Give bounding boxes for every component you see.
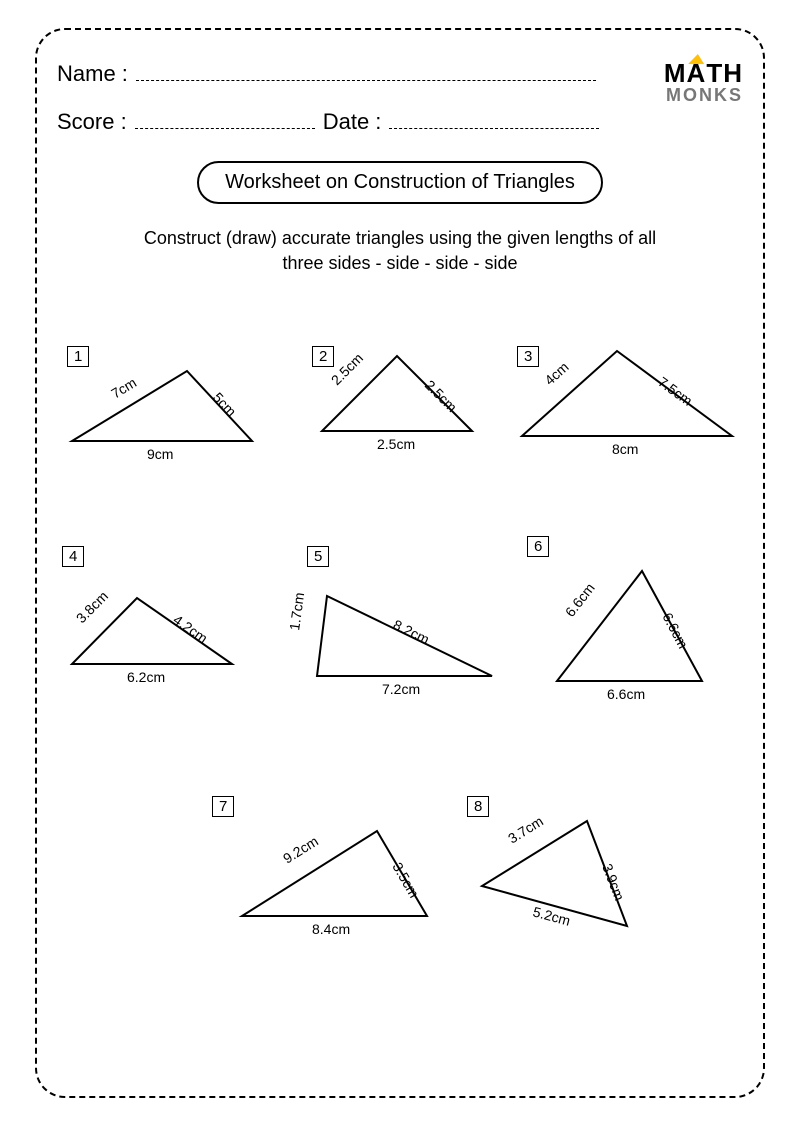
side-label: 2.5cm bbox=[377, 436, 415, 452]
triangle-cell-3: 34cm 7.5cm 8cm bbox=[517, 346, 747, 491]
triangle-cell-2: 22.5cm2.5cm2.5cm bbox=[312, 346, 542, 491]
side-label: 8.2cm bbox=[391, 616, 432, 647]
triangle-cell-7: 79.2cm3.5cm8.4cm bbox=[232, 816, 462, 961]
side-label: 3.7cm bbox=[505, 813, 546, 847]
triangle-cell-1: 1 7cm 5cm 9cm bbox=[67, 346, 297, 491]
triangle-figure: 6.6cm 6.6cm 6.6cm bbox=[547, 576, 777, 716]
triangle-figure: 9.2cm 3.5cm 8.4cm bbox=[232, 816, 462, 956]
side-label: 6.6cm bbox=[607, 686, 645, 702]
triangle-figure: 3.8cm 4.2cm 6.2cm bbox=[67, 586, 297, 726]
triangle-cell-4: 43.8cm4.2cm6.2cm bbox=[67, 586, 297, 731]
side-label: 9.2cm bbox=[280, 833, 321, 867]
score-blank[interactable] bbox=[135, 109, 315, 130]
triangle-cell-6: 66.6cm6.6cm6.6cm bbox=[547, 576, 777, 721]
triangle-grid: 17cm5cm9cm22.5cm2.5cm2.5cm34cm7.5cm8cm43… bbox=[57, 286, 743, 1036]
side-label: 4.2cm bbox=[170, 612, 210, 647]
header-fields: Name : Score : Date : bbox=[57, 50, 654, 147]
side-label: 9cm bbox=[147, 446, 173, 462]
side-label: 7.5cm bbox=[655, 374, 695, 409]
triangle-figure: 4cm 7.5cm 8cm bbox=[517, 346, 747, 486]
side-label: 3.9cm bbox=[599, 861, 628, 902]
side-label: 5.2cm bbox=[531, 904, 572, 929]
question-number: 8 bbox=[467, 796, 489, 817]
question-number: 6 bbox=[527, 536, 549, 557]
question-number: 3 bbox=[517, 346, 539, 367]
date-label: Date : bbox=[323, 98, 382, 146]
header-row: Name : Score : Date : MATH MONKS bbox=[57, 50, 743, 147]
triangle-figure: 1.7cm8.2cm7.2cm bbox=[307, 586, 537, 726]
question-number: 4 bbox=[62, 546, 84, 567]
triangle-cell-5: 51.7cm8.2cm7.2cm bbox=[307, 586, 537, 731]
side-label: 2.5cm bbox=[422, 377, 460, 415]
question-number: 1 bbox=[67, 346, 89, 367]
triangle-figure: 7cm 5cm 9cm bbox=[67, 346, 297, 486]
triangle-cell-8: 83.7cm3.9cm5.2cm bbox=[477, 816, 707, 961]
name-blank[interactable] bbox=[136, 60, 596, 81]
side-label: 8.4cm bbox=[312, 921, 350, 937]
worksheet-frame: Name : Score : Date : MATH MONKS Workshe… bbox=[35, 28, 765, 1098]
side-label: 3.8cm bbox=[73, 588, 111, 626]
side-label: 6.6cm bbox=[659, 610, 691, 651]
side-label: 3.5cm bbox=[389, 860, 422, 901]
side-label: 8cm bbox=[612, 441, 638, 457]
worksheet-subtitle: Construct (draw) accurate triangles usin… bbox=[130, 226, 670, 276]
side-label: 6.6cm bbox=[562, 580, 598, 620]
question-number: 2 bbox=[312, 346, 334, 367]
side-label: 7cm bbox=[108, 374, 139, 401]
date-blank[interactable] bbox=[389, 109, 599, 130]
side-label: 5cm bbox=[210, 389, 240, 419]
logo-line2: MONKS bbox=[664, 86, 743, 104]
side-label: 4cm bbox=[541, 359, 571, 389]
score-date-line: Score : Date : bbox=[57, 98, 654, 146]
name-label: Name : bbox=[57, 50, 128, 98]
triangle-figure: 3.7cm 3.9cm 5.2cm bbox=[477, 816, 707, 956]
worksheet-title: Worksheet on Construction of Triangles bbox=[197, 161, 603, 204]
title-wrap: Worksheet on Construction of Triangles bbox=[57, 161, 743, 204]
side-label: 7.2cm bbox=[382, 681, 420, 697]
question-number: 5 bbox=[307, 546, 329, 567]
triangle-figure: 2.5cm2.5cm2.5cm bbox=[312, 346, 542, 486]
side-label: 6.2cm bbox=[127, 669, 165, 685]
logo: MATH MONKS bbox=[664, 50, 743, 104]
logo-line1: MATH bbox=[664, 60, 743, 86]
triangle-shape bbox=[522, 351, 732, 436]
question-number: 7 bbox=[212, 796, 234, 817]
name-line: Name : bbox=[57, 50, 654, 98]
score-label: Score : bbox=[57, 98, 127, 146]
